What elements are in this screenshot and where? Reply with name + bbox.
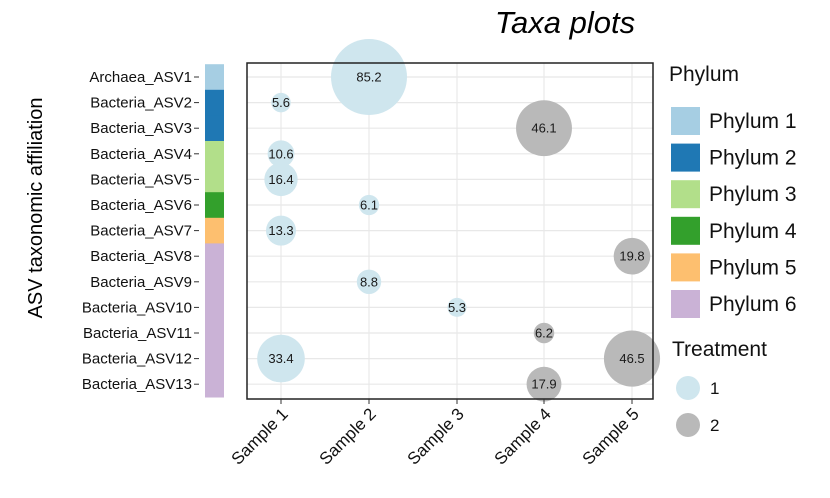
bubble-value-label: 46.1 xyxy=(531,121,556,136)
bubble-point xyxy=(526,366,562,402)
y-tick-label: Bacteria_ASV8 xyxy=(90,248,192,265)
y-tick-label: Bacteria_ASV7 xyxy=(90,223,192,240)
bubble-value-label: 8.8 xyxy=(360,274,378,289)
treatment-legend-label: 2 xyxy=(710,416,719,435)
plot-panel: 85.2 5.6 46.1 10.6 16.4 6.1 13.3 19.8 8.8 5.3 6.2 3… xyxy=(246,39,661,402)
phylum-strip-cell xyxy=(205,217,224,244)
phylum-legend-label: Phylum 2 xyxy=(709,147,797,170)
bubble-value-label: 5.3 xyxy=(448,300,466,315)
bubble-value-label: 6.1 xyxy=(360,198,378,213)
y-tick-labels: Archaea_ASV1 Bacteria_ASV2 Bacteria_ASV3 Ba… xyxy=(82,69,199,393)
y-tick-label: Bacteria_ASV5 xyxy=(90,171,192,188)
phylum-strip-cell xyxy=(205,141,224,168)
bubble-point xyxy=(533,322,555,344)
phylum-legend-swatch xyxy=(671,180,700,209)
y-tick-label: Bacteria_ASV10 xyxy=(82,299,192,316)
bubble-point xyxy=(447,297,467,317)
phylum-legend-label: Phylum 1 xyxy=(709,110,797,133)
phylum-legend-swatch xyxy=(671,253,700,282)
x-tick-label: Sample 5 xyxy=(579,404,643,468)
phylum-legend-swatch xyxy=(671,290,700,318)
bubble-value-label: 6.2 xyxy=(535,326,553,341)
bubble-point xyxy=(257,334,305,383)
x-tick-labels: Sample 1 Sample 2 Sample 3 Sample 4 Sample 5 xyxy=(228,399,643,469)
treatment-legend: Treatment 1 2 xyxy=(672,338,767,437)
chart-title: Taxa plots xyxy=(495,5,635,40)
phylum-strip-cell xyxy=(205,64,224,91)
x-tick-label: Sample 2 xyxy=(316,404,380,468)
y-tick-label: Bacteria_ASV2 xyxy=(90,95,192,112)
panel-border xyxy=(246,62,654,400)
y-tick-label: Bacteria_ASV9 xyxy=(90,274,192,291)
phylum-strip-cell xyxy=(205,294,224,321)
bubble-value-label: 16.4 xyxy=(268,172,293,187)
bubble-point xyxy=(331,39,407,115)
bubble-value-label: 17.9 xyxy=(531,377,556,392)
y-tick-label: Bacteria_ASV6 xyxy=(90,197,192,214)
treatment-legend-label: 1 xyxy=(710,379,719,398)
y-tick-label: Bacteria_ASV13 xyxy=(82,376,192,393)
phylum-legend-label: Phylum 3 xyxy=(709,183,797,206)
phylum-strip-cell xyxy=(205,115,224,142)
phylum-strip-cell xyxy=(205,320,224,347)
phylum-strip-cell xyxy=(205,345,224,372)
phylum-legend-swatch xyxy=(671,143,700,172)
bubble-value-label: 13.3 xyxy=(268,223,293,238)
x-tick-label: Sample 1 xyxy=(228,404,292,468)
y-tick-label: Bacteria_ASV12 xyxy=(82,351,192,368)
bubble-value-label: 85.2 xyxy=(356,70,381,85)
treatment-legend-swatch xyxy=(676,376,700,400)
bubble-point xyxy=(271,92,291,113)
y-tick-label: Archaea_ASV1 xyxy=(89,69,192,86)
bubble-point xyxy=(603,330,661,387)
treatment-legend-title: Treatment xyxy=(672,338,767,361)
bubble-point xyxy=(265,215,297,246)
phylum-strip-cell xyxy=(205,166,224,193)
bubble-point xyxy=(264,162,298,197)
phylum-legend: Phylum Phylum 1 Phylum 2 Phylum 3 Phylum 4 Ph… xyxy=(669,63,797,318)
treatment-legend-swatch xyxy=(676,413,700,437)
phylum-legend-swatch xyxy=(671,107,700,135)
bubble-value-label: 19.8 xyxy=(619,249,644,264)
phylum-legend-label: Phylum 5 xyxy=(709,256,797,279)
bubble-point xyxy=(267,140,295,168)
bubble-value-label: 33.4 xyxy=(268,351,293,366)
phylum-legend-label: Phylum 4 xyxy=(709,220,797,243)
phylum-strip-cell xyxy=(205,89,224,116)
phylum-strip-cell xyxy=(205,243,224,270)
phylum-legend-swatch xyxy=(671,216,700,245)
x-tick-label: Sample 4 xyxy=(491,404,555,468)
phylum-strip-cell xyxy=(205,192,224,219)
bubble-point xyxy=(356,269,382,295)
x-tick-label: Sample 3 xyxy=(404,404,468,468)
y-axis-title: ASV taxonomic affiliation xyxy=(25,98,47,319)
phylum-strip-cell xyxy=(205,371,224,398)
y-tick-label: Bacteria_ASV4 xyxy=(90,146,192,163)
bubble-value-label: 10.6 xyxy=(268,146,293,161)
phylum-strip-cell xyxy=(205,269,224,296)
y-tick-label: Bacteria_ASV11 xyxy=(83,325,192,342)
y-tick-label: Bacteria_ASV3 xyxy=(90,120,192,137)
phylum-legend-title: Phylum xyxy=(669,63,739,86)
bubble-point xyxy=(613,237,651,275)
bubble-point xyxy=(516,100,572,157)
phylum-color-strip xyxy=(205,64,224,398)
bubble-value-label: 5.6 xyxy=(272,95,290,110)
bubble-value-label: 46.5 xyxy=(619,351,644,366)
bubble-point xyxy=(358,194,380,216)
phylum-legend-label: Phylum 6 xyxy=(709,293,797,316)
